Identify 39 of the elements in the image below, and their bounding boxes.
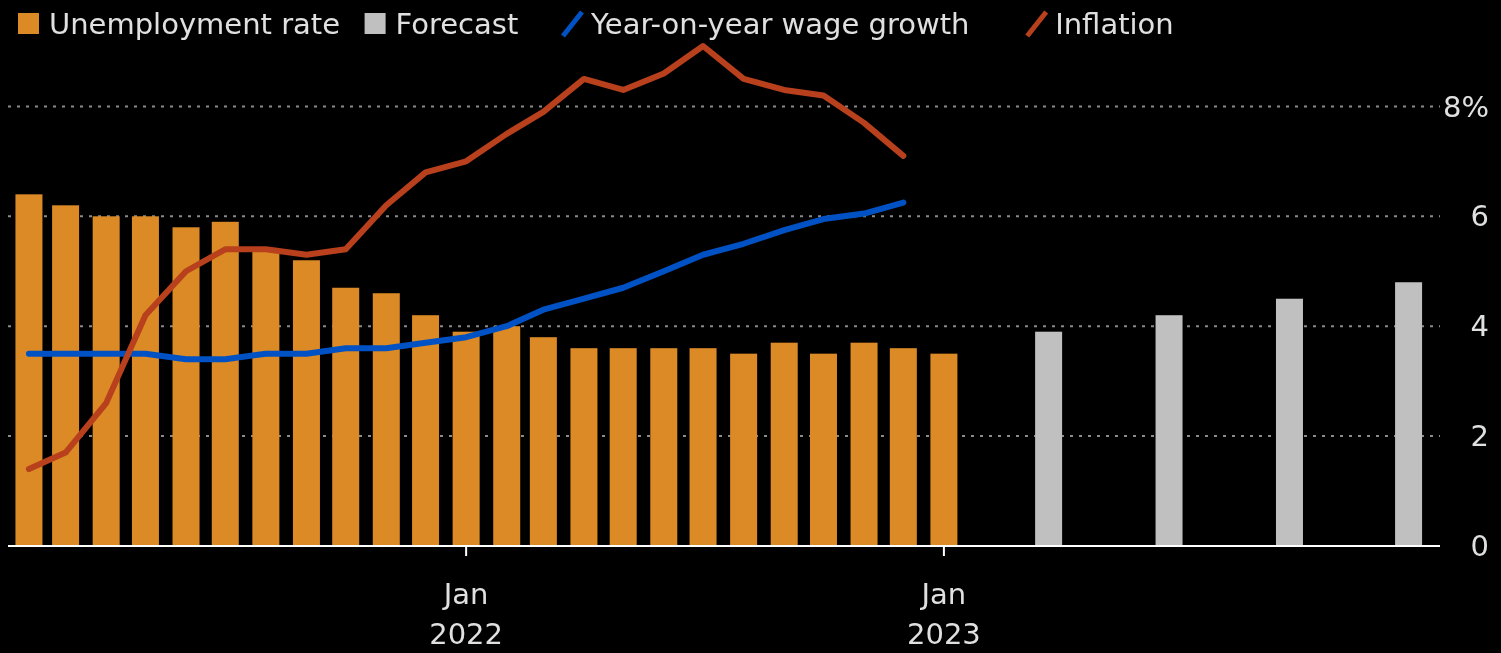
- bar: [1155, 315, 1183, 546]
- bar: [809, 353, 837, 546]
- bar: [172, 227, 200, 546]
- legend-label: Inflation: [1055, 7, 1174, 41]
- bar: [292, 260, 320, 546]
- bar: [15, 194, 43, 546]
- bar: [452, 331, 480, 546]
- y-tick-label: 0: [1470, 529, 1489, 564]
- bar: [889, 348, 917, 546]
- y-tick-label: 4: [1470, 309, 1489, 344]
- bar: [930, 353, 958, 546]
- y-tick-label: 8%: [1442, 89, 1489, 124]
- legend-label: Unemployment rate: [49, 7, 341, 41]
- y-tick-label: 6: [1470, 199, 1489, 234]
- bar: [1035, 331, 1063, 546]
- bar: [493, 326, 521, 546]
- bar: [1395, 282, 1423, 546]
- bar: [131, 216, 159, 546]
- x-tick-label: Jan 2022: [429, 577, 504, 651]
- bar: [1275, 298, 1303, 546]
- bar: [850, 342, 878, 546]
- bar: [570, 348, 598, 546]
- legend-label: Year-on-year wage growth: [590, 7, 970, 41]
- bar: [252, 249, 280, 546]
- legend-label: Forecast: [395, 7, 519, 41]
- bar: [372, 293, 400, 546]
- x-tick-label: Jan 2023: [907, 577, 981, 651]
- bar: [211, 221, 239, 546]
- bar: [52, 205, 80, 546]
- bar: [650, 348, 678, 546]
- bar: [529, 337, 557, 546]
- bar: [92, 216, 120, 546]
- y-tick-label: 2: [1470, 419, 1489, 454]
- bar: [730, 353, 758, 546]
- bar: [689, 348, 717, 546]
- bar: [412, 315, 440, 546]
- bar: [609, 348, 637, 546]
- bar: [770, 342, 798, 546]
- bar: [332, 287, 360, 546]
